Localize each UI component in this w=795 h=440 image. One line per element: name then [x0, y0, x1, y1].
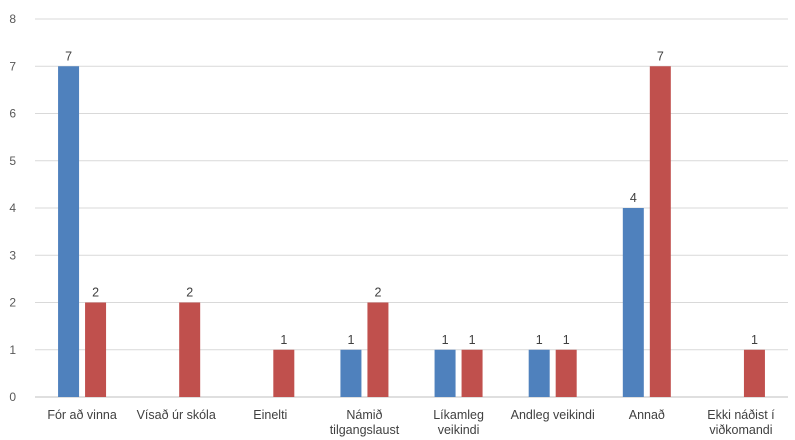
bar — [340, 349, 362, 397]
category-label: Líkamleg — [433, 408, 484, 422]
bar — [743, 349, 765, 397]
y-tick-label: 2 — [9, 296, 16, 310]
category-label: Námið — [346, 408, 382, 422]
y-tick-label: 6 — [9, 107, 16, 121]
bar — [622, 208, 644, 397]
bar — [273, 349, 295, 397]
bar — [461, 349, 483, 397]
bar — [528, 349, 550, 397]
data-label: 1 — [536, 333, 543, 347]
data-label: 7 — [657, 49, 664, 63]
category-label: Annað — [629, 408, 665, 422]
bar — [555, 349, 577, 397]
category-label: Fór að vinna — [47, 408, 117, 422]
data-label: 2 — [92, 286, 99, 300]
bar — [85, 302, 107, 397]
data-label: 4 — [630, 191, 637, 205]
data-label: 2 — [374, 286, 381, 300]
data-label: 7 — [65, 49, 72, 63]
bar — [649, 66, 671, 397]
bar — [179, 302, 201, 397]
data-label: 2 — [186, 286, 193, 300]
data-labels: 7 2 2 1 1 2 1 1 1 1 4 7 1 — [65, 49, 758, 347]
y-tick-label: 0 — [9, 390, 16, 404]
gridlines — [35, 18, 788, 398]
category-label: veikindi — [438, 423, 480, 437]
y-tick-label: 4 — [9, 201, 16, 215]
x-axis: Fór að vinna Vísað úr skóla Einelti Námiðti… — [47, 408, 775, 437]
y-axis: 0 1 2 3 4 5 6 7 8 — [9, 12, 16, 404]
y-tick-label: 5 — [9, 154, 16, 168]
category-label: Andleg veikindi — [511, 408, 595, 422]
category-label: tilgangslaust — [330, 423, 400, 437]
data-label: 1 — [442, 333, 449, 347]
bars — [58, 66, 765, 397]
data-label: 1 — [563, 333, 570, 347]
y-tick-label: 8 — [9, 12, 16, 26]
category-label: Einelti — [253, 408, 287, 422]
bar — [367, 302, 389, 397]
category-label: Ekki náðist í — [707, 408, 775, 422]
data-label: 1 — [347, 333, 354, 347]
data-label: 1 — [469, 333, 476, 347]
bar — [434, 349, 456, 397]
category-label: Vísað úr skóla — [137, 408, 216, 422]
data-label: 1 — [751, 333, 758, 347]
y-tick-label: 7 — [9, 59, 16, 73]
category-label: viðkomandi — [709, 423, 772, 437]
y-tick-label: 3 — [9, 248, 16, 262]
data-label: 1 — [280, 333, 287, 347]
y-tick-label: 1 — [9, 343, 16, 357]
bar — [58, 66, 80, 397]
